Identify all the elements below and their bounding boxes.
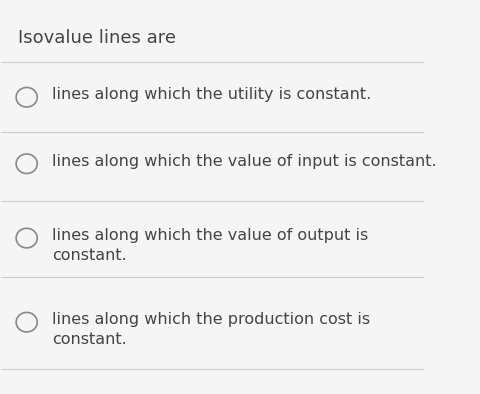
Text: lines along which the value of output is
constant.: lines along which the value of output is… [52,228,368,263]
Text: lines along which the value of input is constant.: lines along which the value of input is … [52,154,436,169]
Text: lines along which the utility is constant.: lines along which the utility is constan… [52,87,371,102]
Text: Isovalue lines are: Isovalue lines are [18,29,176,47]
Text: lines along which the production cost is
constant.: lines along which the production cost is… [52,312,369,347]
